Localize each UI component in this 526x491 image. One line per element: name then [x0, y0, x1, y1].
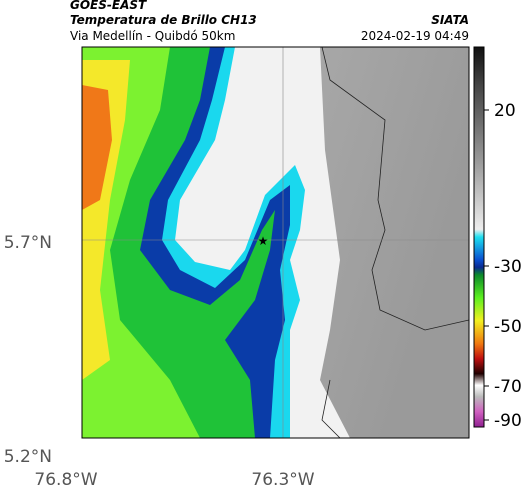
brand: SIATA [431, 13, 469, 27]
colorbar: 20 -30 -50 -70 -90 [473, 46, 522, 431]
source: GOES-EAST [70, 0, 147, 12]
svg-text:★: ★ [258, 234, 269, 248]
colorbar-tick-label: -90 [494, 411, 522, 431]
map-image: ★ [82, 47, 469, 438]
datetime: 2024-02-19 04:49 [361, 29, 469, 43]
subtitle: Via Medellín - Quibdó 50km [70, 29, 235, 43]
lon-tick: 76.8°W [34, 470, 97, 490]
lon-tick: 76.3°W [251, 470, 314, 490]
colorbar-tick-label: -50 [494, 317, 522, 337]
lat-tick: 5.2°N [4, 447, 52, 467]
colorbar-tick-label: -30 [494, 257, 522, 277]
map-frame [81, 46, 470, 439]
axes: 5.7°N 5.2°N 76.8°W 76.3°W [4, 233, 315, 490]
colorbar-tick-label: 20 [494, 101, 516, 121]
colorbar-tick-label: -70 [494, 377, 522, 397]
header: GOES-EAST Temperatura de Brillo CH13 Via… [70, 0, 469, 43]
title: Temperatura de Brillo CH13 [70, 13, 257, 27]
lat-tick: 5.7°N [4, 233, 52, 253]
